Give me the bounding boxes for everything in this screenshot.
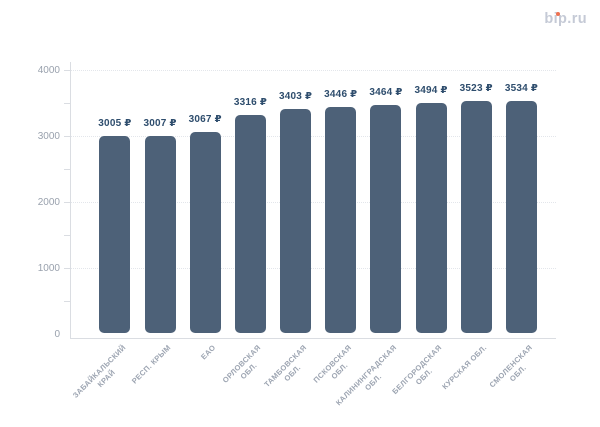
bar-value-label: 3446 ₽: [324, 88, 358, 100]
brand-dot-icon: [556, 12, 561, 16]
revenue-bar[interactable]: [325, 106, 357, 334]
revenue-bar[interactable]: [144, 135, 176, 334]
y-axis-tick: [64, 202, 70, 203]
x-axis-line: [70, 338, 556, 339]
y-axis-label: 2000: [37, 197, 60, 208]
revenue-bar[interactable]: [189, 131, 221, 334]
revenue-bar[interactable]: [280, 109, 312, 334]
revenue-bar[interactable]: [460, 101, 492, 334]
bar-value-label: 3494 ₽: [414, 85, 448, 97]
revenue-bar[interactable]: [370, 105, 402, 334]
y-axis-line: [70, 62, 71, 338]
x-axis-label: ЕАО: [199, 343, 218, 362]
y-axis-tick: [64, 301, 70, 302]
gridline: [70, 70, 556, 71]
x-axis-label: ОРЛОВСКАЯ ОБЛ.: [220, 343, 263, 385]
bar-value-label: 3523 ₽: [459, 83, 493, 95]
gridline: [70, 136, 556, 137]
bar-value-label: 3005 ₽: [98, 117, 132, 129]
y-axis-tick: [64, 268, 70, 269]
revenue-bar[interactable]: [234, 115, 266, 334]
x-axis-label: ТАМБОВСКАЯ ОБЛ.: [262, 343, 308, 389]
brand-logo-text: bip.ru: [544, 11, 587, 27]
y-axis-tick: [64, 136, 70, 137]
y-axis-tick: [64, 169, 70, 170]
bar-value-label: 3067 ₽: [188, 113, 222, 125]
gridline: [70, 202, 556, 203]
revenue-bar[interactable]: [415, 103, 447, 334]
gridline: [70, 268, 556, 269]
revenue-bar[interactable]: [99, 135, 131, 334]
brand-logo[interactable]: bip.ru: [544, 11, 587, 27]
revenue-bar[interactable]: [505, 100, 537, 334]
y-axis-label: 4000: [37, 65, 60, 76]
bar-value-label: 3534 ₽: [504, 82, 539, 94]
y-axis-label: 3000: [37, 131, 60, 142]
y-axis-tick: [64, 70, 70, 71]
x-axis-label: РЕСП. КРЫМ: [129, 343, 173, 386]
bar-value-label: 3316 ₽: [233, 97, 267, 109]
y-axis-label: 1000: [37, 263, 60, 274]
x-axis-label: КУРСКАЯ ОБЛ.: [440, 343, 489, 392]
bar-value-label: 3403 ₽: [278, 91, 313, 103]
y-axis-tick: [64, 235, 70, 236]
y-axis-label: 0: [54, 329, 60, 340]
x-axis-label: СМОЛЕНСКАЯ ОБЛ.: [487, 343, 534, 390]
bar-value-label: 3007 ₽: [143, 117, 177, 129]
x-axis-label: ЗАБАЙКАЛЬСКИЙ КРАЙ: [70, 343, 128, 400]
y-axis-tick: [64, 103, 70, 104]
bar-value-label: 3464 ₽: [369, 87, 403, 99]
